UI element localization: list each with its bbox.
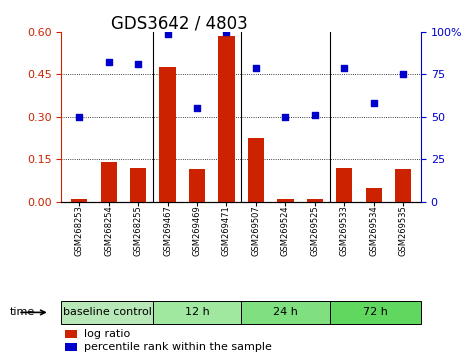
Point <box>223 29 230 35</box>
Bar <box>189 169 205 202</box>
Bar <box>130 168 146 202</box>
Bar <box>307 199 323 202</box>
Bar <box>65 343 77 351</box>
Point <box>252 65 260 70</box>
Text: 12 h: 12 h <box>184 307 210 318</box>
Text: GSM269535: GSM269535 <box>399 205 408 256</box>
Point <box>193 105 201 111</box>
Bar <box>395 169 412 202</box>
Text: GSM269471: GSM269471 <box>222 205 231 256</box>
Point <box>164 31 171 36</box>
Text: GDS3642 / 4803: GDS3642 / 4803 <box>111 14 248 32</box>
Text: GSM269507: GSM269507 <box>252 205 261 256</box>
Point <box>281 114 289 120</box>
Bar <box>101 162 117 202</box>
Bar <box>366 188 382 202</box>
Text: 24 h: 24 h <box>273 307 298 318</box>
Bar <box>71 199 88 202</box>
Text: GSM269524: GSM269524 <box>281 205 290 256</box>
Point <box>341 65 348 70</box>
Point <box>370 101 377 106</box>
Text: baseline control: baseline control <box>63 307 152 318</box>
Bar <box>219 36 235 202</box>
Bar <box>330 301 421 324</box>
Text: GSM269467: GSM269467 <box>163 205 172 256</box>
Bar <box>159 67 175 202</box>
Point <box>400 72 407 77</box>
Text: GSM269533: GSM269533 <box>340 205 349 256</box>
Point <box>311 112 319 118</box>
Text: GSM269469: GSM269469 <box>193 205 201 256</box>
Bar <box>248 138 264 202</box>
Text: GSM269525: GSM269525 <box>310 205 319 256</box>
Point <box>75 114 83 120</box>
Text: time: time <box>9 307 35 318</box>
Text: GSM268254: GSM268254 <box>104 205 113 256</box>
Text: log ratio: log ratio <box>84 329 130 339</box>
Text: GSM268255: GSM268255 <box>133 205 142 256</box>
Text: 72 h: 72 h <box>363 307 388 318</box>
Point <box>134 61 142 67</box>
Point <box>105 59 113 65</box>
Bar <box>336 168 352 202</box>
Bar <box>241 301 330 324</box>
Text: GSM269534: GSM269534 <box>369 205 378 256</box>
Bar <box>277 199 294 202</box>
Text: GSM268253: GSM268253 <box>75 205 84 256</box>
Text: percentile rank within the sample: percentile rank within the sample <box>84 342 272 352</box>
Bar <box>65 330 77 338</box>
Bar <box>153 301 241 324</box>
Bar <box>61 301 153 324</box>
